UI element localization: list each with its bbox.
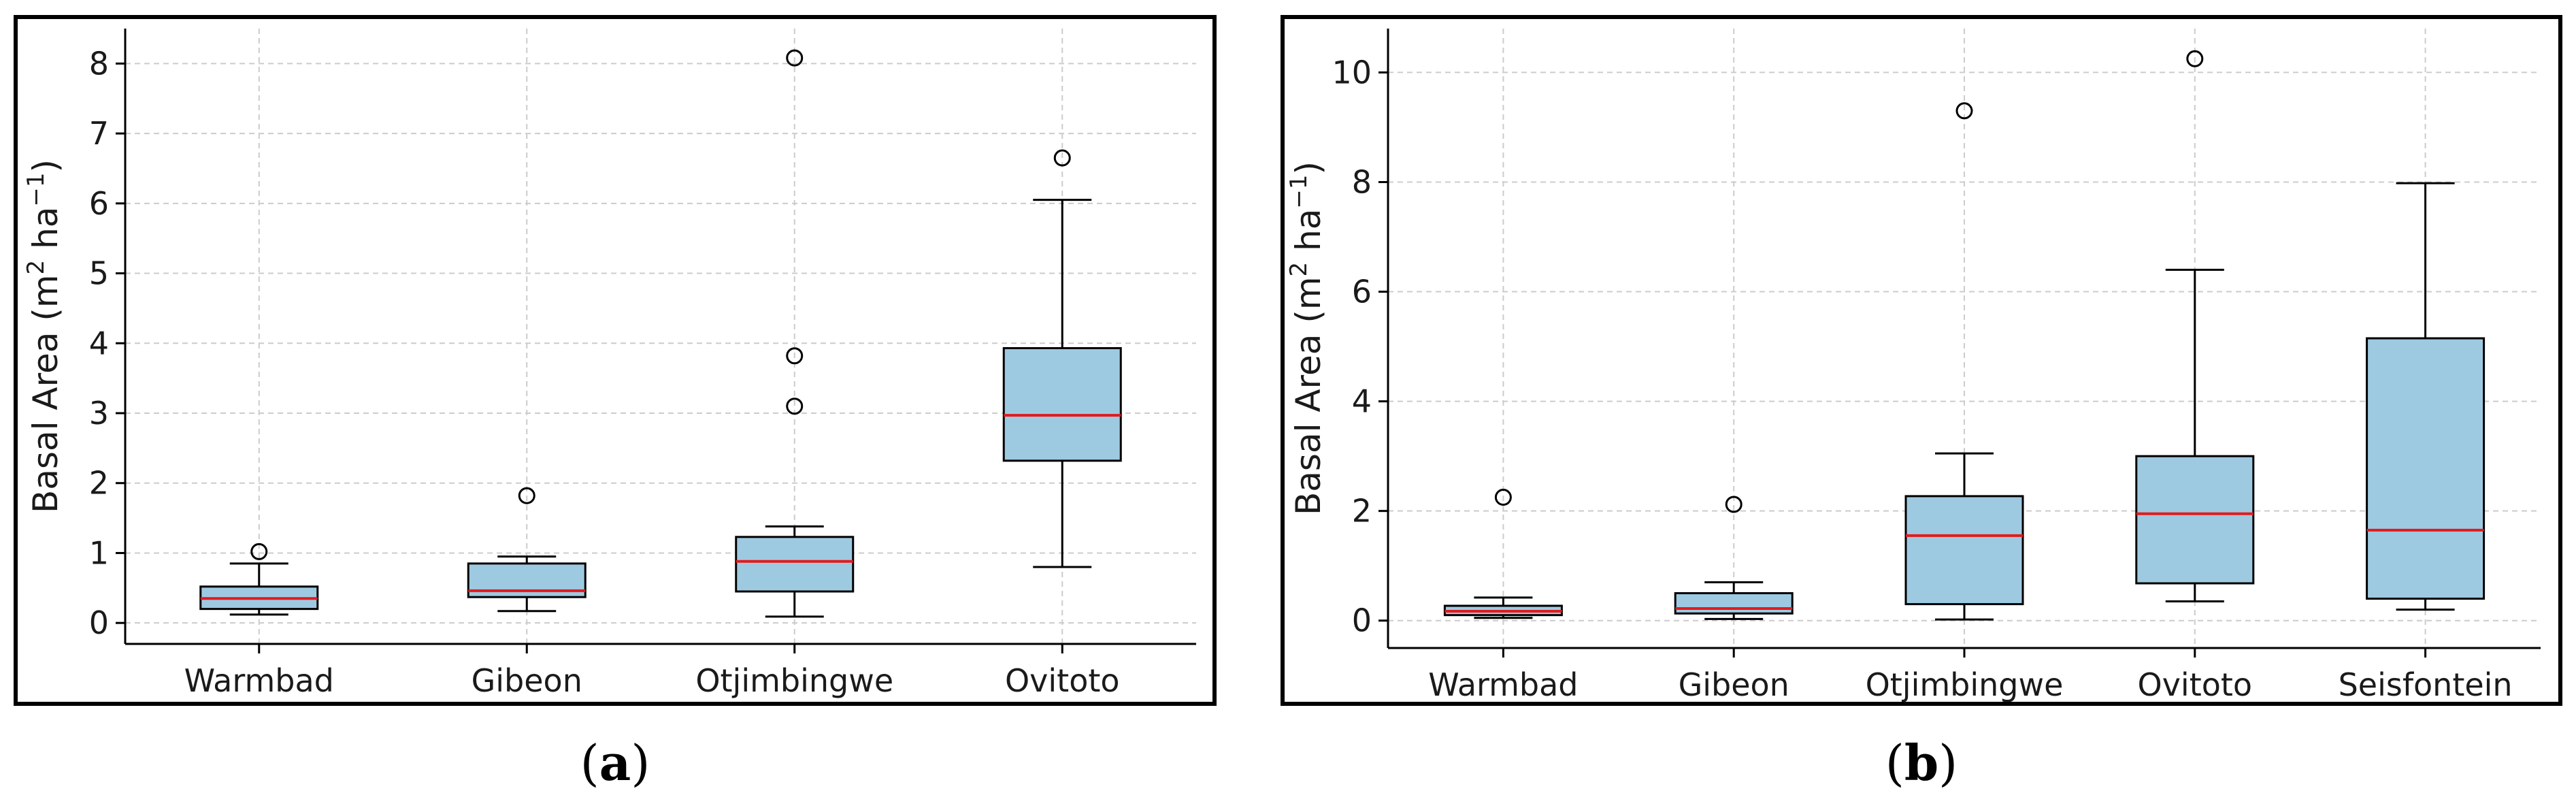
y-axis-label: Basal Area (m2 ha−1)	[22, 159, 65, 513]
outlier-point	[786, 49, 804, 67]
outlier-point	[786, 347, 804, 365]
outlier-point	[2186, 50, 2204, 67]
y-axis-label: Basal Area (m2 ha−1)	[1285, 161, 1328, 515]
outlier-point	[1955, 102, 1973, 120]
y-tick-label: 6	[1352, 274, 1372, 310]
chart-panel-b: 0 2 4 6 8 10 Basal Area (m2 ha−1) Warmbad Gibeon…	[1281, 15, 2562, 706]
box-gibeon	[467, 487, 587, 613]
x-tick-label: Ovitoto	[1005, 662, 1120, 699]
y-tick-label: 0	[89, 604, 109, 641]
x-tick-label: Warmbad	[1428, 666, 1578, 702]
boxplot-b: 0 2 4 6 8 10 Basal Area (m2 ha−1) Warmbad Gibeon…	[1285, 29, 2541, 702]
iqr-box	[1904, 495, 2024, 606]
box-warmbad	[199, 542, 319, 616]
x-tick-label: Gibeon	[472, 662, 582, 699]
outlier-point	[1494, 489, 1512, 506]
box-gibeon	[1674, 496, 1794, 620]
x-tick-label: Warmbad	[184, 662, 334, 699]
y-tick-label: 10	[1332, 54, 1372, 91]
y-tick-label: 4	[1352, 383, 1372, 420]
chart-panel-a: 0 1 2 3 4 5 6 7 8 Basal Area (m2 ha−1) Warmbad Gibe…	[14, 15, 1217, 706]
sublabel-a: (a)	[580, 734, 650, 792]
y-tick-label: 7	[89, 115, 109, 152]
box-ovitoto	[2135, 50, 2255, 603]
iqr-box	[2366, 337, 2486, 600]
outlier-point	[1053, 149, 1071, 167]
box-warmbad	[1443, 489, 1563, 619]
x-tick-label: Gibeon	[1679, 666, 1789, 702]
y-tick-label: 8	[89, 45, 109, 82]
y-tick-label: 0	[1352, 602, 1372, 639]
iqr-box	[1674, 592, 1794, 615]
box-ovitoto	[1002, 149, 1122, 568]
iqr-box	[2135, 455, 2255, 585]
x-tick-label: Otjimbingwe	[695, 662, 893, 699]
y-tick-label: 2	[1352, 493, 1372, 530]
x-tick-label: Ovitoto	[2138, 666, 2253, 702]
box-otjimbingwe	[1904, 102, 2024, 621]
boxplot-a: 0 1 2 3 4 5 6 7 8 Basal Area (m2 ha−1) Warmbad Gibe…	[22, 29, 1196, 699]
y-tick-label: 3	[89, 395, 109, 432]
outlier-point	[250, 542, 268, 560]
x-tick-label: Seisfontein	[2339, 666, 2513, 702]
box-seisfontein	[2366, 182, 2486, 611]
x-tick-label: Otjimbingwe	[1866, 666, 2064, 702]
outlier-point	[518, 487, 535, 504]
y-tick-label: 8	[1352, 163, 1372, 200]
y-tick-label: 5	[89, 255, 109, 292]
iqr-box	[1002, 346, 1122, 462]
outlier-point	[786, 398, 804, 415]
y-tick-label: 4	[89, 325, 109, 361]
y-tick-label: 2	[89, 465, 109, 502]
y-tick-label: 1	[89, 534, 109, 571]
box-otjimbingwe	[735, 49, 855, 618]
outlier-point	[1725, 496, 1743, 513]
iqr-box	[735, 536, 855, 593]
y-tick-label: 6	[89, 185, 109, 222]
sublabel-b: (b)	[1885, 734, 1958, 792]
